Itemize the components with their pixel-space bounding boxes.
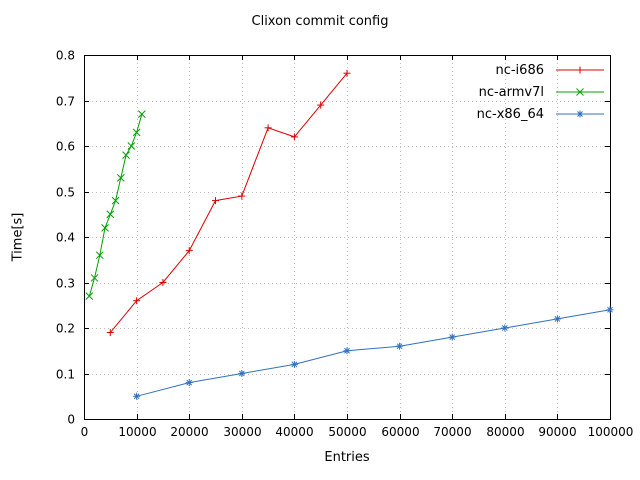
y-tick-label: 0.4 [56,231,75,245]
x-tick-label: 70000 [433,425,471,439]
y-tick-label: 0.6 [56,140,75,154]
series [85,69,614,400]
y-tick-label: 0.8 [56,49,75,63]
x-tick-label: 10000 [118,425,156,439]
x-tick-label: 40000 [275,425,313,439]
legend-label: nc-armv7l [478,84,544,100]
x-tick-label: 60000 [381,425,419,439]
x-tick-label: 80000 [486,425,524,439]
y-tick-label: 0 [67,413,75,427]
legend-item: nc-i686 [477,59,606,81]
y-tick-label: 0.2 [56,322,75,336]
legend-item: nc-armv7l [477,81,606,103]
tick-labels: 0 10000 20000 30000 40000 50000 60000 70000 8000… [56,49,634,440]
legend: nc-i686 nc-armv7l nc-x86_64 [477,59,606,125]
chart-title: Clixon commit config [251,14,389,29]
legend-item: nc-x86_64 [477,103,606,125]
y-tick-label: 0.7 [56,95,75,109]
legend-sample-line [556,110,604,118]
legend-label: nc-x86_64 [476,106,544,122]
y-tick-label: 0.5 [56,186,75,200]
legend-label: nc-i686 [495,62,544,78]
y-tick-label: 0.1 [56,368,75,382]
series-nc-armv7l [85,110,146,301]
x-tick-label: 50000 [328,425,366,439]
x-tick-label: 30000 [223,425,261,439]
axes [84,55,611,420]
legend-sample-line [556,88,604,96]
x-tick-label: 100000 [588,425,634,439]
x-tick-label: 0 [81,425,89,439]
series-nc-x86_64 [133,306,614,400]
y-tick-label: 0.3 [56,277,75,291]
legend-sample-line [556,66,604,74]
x-axis-label: Entries [324,450,370,465]
x-tick-label: 20000 [170,425,208,439]
series-nc-i686 [106,69,351,337]
x-tick-label: 90000 [538,425,576,439]
